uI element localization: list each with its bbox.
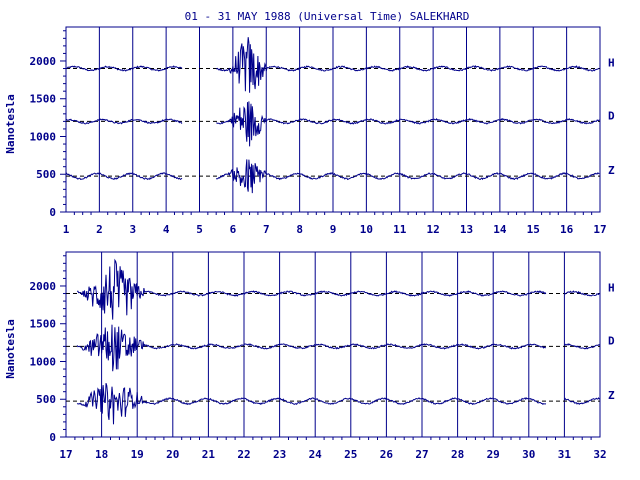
panel-bottom: 17 18 19 20 21 22 23 24 25 26 27 28 29 30 31 32 0 500 1000… xyxy=(30,251,615,461)
y-axis-label-top: Nanotesla xyxy=(4,94,17,154)
x-tick-label: 2 xyxy=(96,223,103,236)
x-tick-label: 10 xyxy=(360,223,373,236)
component-label-Z: Z xyxy=(608,389,615,402)
chart-title: 01 - 31 MAY 1988 (Universal Time) SALEKH… xyxy=(185,10,470,23)
x-tick-label: 13 xyxy=(460,223,473,236)
y-tick-label: 1000 xyxy=(30,355,57,368)
panel-top: 1 2 3 4 5 6 7 8 9 10 11 12 13 14 15 16 17050010001500200… xyxy=(30,26,615,236)
x-tick-label: 26 xyxy=(380,448,394,461)
y-tick-label: 1000 xyxy=(30,130,57,143)
x-tick-label: 17 xyxy=(59,448,72,461)
x-tick-label: 8 xyxy=(296,223,303,236)
component-label-D: D xyxy=(608,109,615,122)
trace-D xyxy=(76,324,601,372)
x-tick-label: 20 xyxy=(166,448,179,461)
trace-H xyxy=(65,37,600,93)
y-tick-label: 1500 xyxy=(30,93,57,106)
y-tick-label: 0 xyxy=(49,206,56,219)
x-tick-label: 27 xyxy=(415,448,428,461)
x-tick-label: 3 xyxy=(129,223,136,236)
x-tick-label: 1 xyxy=(63,223,70,236)
x-tick-label: 30 xyxy=(522,448,535,461)
x-tick-label: 9 xyxy=(330,223,337,236)
plot-frame xyxy=(65,251,601,438)
component-label-D: D xyxy=(608,334,615,347)
x-tick-label: 31 xyxy=(558,448,572,461)
trace-Z xyxy=(76,382,601,425)
x-tick-label: 7 xyxy=(263,223,270,236)
x-tick-label: 24 xyxy=(309,448,323,461)
y-tick-label: 1500 xyxy=(30,318,57,331)
x-tick-label: 28 xyxy=(451,448,464,461)
x-tick-label: 12 xyxy=(427,223,440,236)
x-tick-label: 21 xyxy=(202,448,216,461)
trace-H xyxy=(76,258,600,320)
trace-Z xyxy=(65,159,600,194)
x-tick-label: 15 xyxy=(527,223,540,236)
x-tick-label: 6 xyxy=(230,223,237,236)
x-tick-label: 25 xyxy=(344,448,357,461)
x-tick-label: 17 xyxy=(593,223,606,236)
component-label-H: H xyxy=(608,282,615,295)
x-tick-label: 14 xyxy=(493,223,507,236)
x-tick-label: 5 xyxy=(196,223,203,236)
x-tick-label: 11 xyxy=(393,223,407,236)
component-label-Z: Z xyxy=(608,164,615,177)
x-tick-label: 29 xyxy=(487,448,500,461)
x-tick-label: 23 xyxy=(273,448,286,461)
x-tick-label: 19 xyxy=(131,448,144,461)
x-tick-label: 32 xyxy=(593,448,606,461)
x-tick-label: 18 xyxy=(95,448,108,461)
y-tick-label: 2000 xyxy=(30,55,57,68)
x-tick-label: 4 xyxy=(163,223,170,236)
x-tick-label: 16 xyxy=(560,223,574,236)
y-tick-label: 2000 xyxy=(30,280,57,293)
y-tick-label: 500 xyxy=(36,393,56,406)
x-tick-label: 22 xyxy=(237,448,250,461)
trace-D xyxy=(65,101,600,147)
y-axis-label-bottom: Nanotesla xyxy=(4,319,17,379)
y-tick-label: 500 xyxy=(36,168,56,181)
component-label-H: H xyxy=(608,57,615,70)
y-tick-label: 0 xyxy=(49,431,56,444)
